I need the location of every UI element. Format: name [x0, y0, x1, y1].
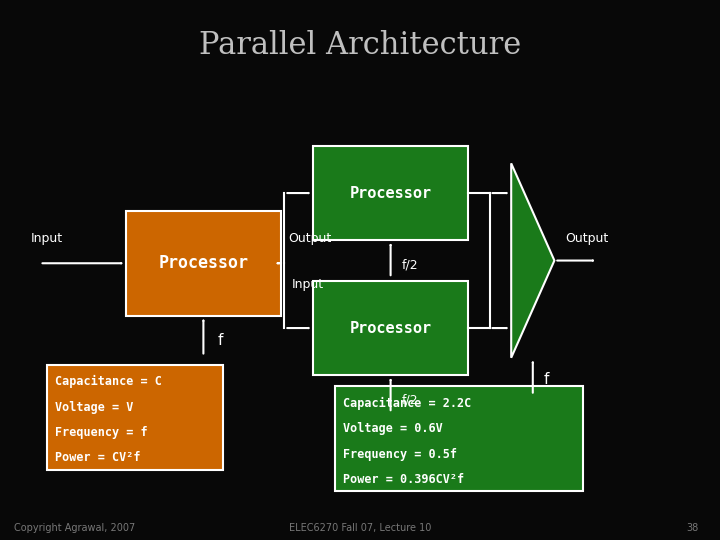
FancyBboxPatch shape [313, 146, 468, 240]
Text: Output: Output [288, 232, 331, 246]
Text: Input: Input [292, 278, 324, 292]
FancyBboxPatch shape [335, 386, 583, 491]
Text: Copyright Agrawal, 2007: Copyright Agrawal, 2007 [14, 523, 135, 533]
Text: Input: Input [31, 232, 63, 246]
FancyBboxPatch shape [47, 364, 223, 470]
Text: Processor: Processor [349, 321, 432, 335]
Text: Capacitance = 2.2C: Capacitance = 2.2C [343, 397, 472, 410]
Text: f/2: f/2 [402, 258, 418, 271]
Text: Frequency = 0.5f: Frequency = 0.5f [343, 448, 457, 461]
Text: Voltage = 0.6V: Voltage = 0.6V [343, 422, 444, 435]
Text: 38: 38 [686, 523, 698, 533]
Text: f: f [217, 333, 223, 348]
Text: Capacitance = C: Capacitance = C [55, 375, 162, 388]
Text: Power = CV²f: Power = CV²f [55, 451, 141, 464]
Text: Processor: Processor [349, 186, 432, 200]
Text: Output: Output [565, 232, 608, 246]
Text: f/2: f/2 [402, 393, 418, 406]
Polygon shape [511, 163, 554, 358]
Text: ELEC6270 Fall 07, Lecture 10: ELEC6270 Fall 07, Lecture 10 [289, 523, 431, 533]
Text: Power = 0.396CV²f: Power = 0.396CV²f [343, 473, 464, 486]
Text: f: f [544, 372, 549, 387]
Text: Parallel Architecture: Parallel Architecture [199, 30, 521, 62]
FancyBboxPatch shape [126, 211, 281, 316]
FancyBboxPatch shape [313, 281, 468, 375]
Text: Processor: Processor [158, 254, 248, 272]
Text: Frequency = f: Frequency = f [55, 426, 148, 439]
Text: Voltage = V: Voltage = V [55, 401, 134, 414]
